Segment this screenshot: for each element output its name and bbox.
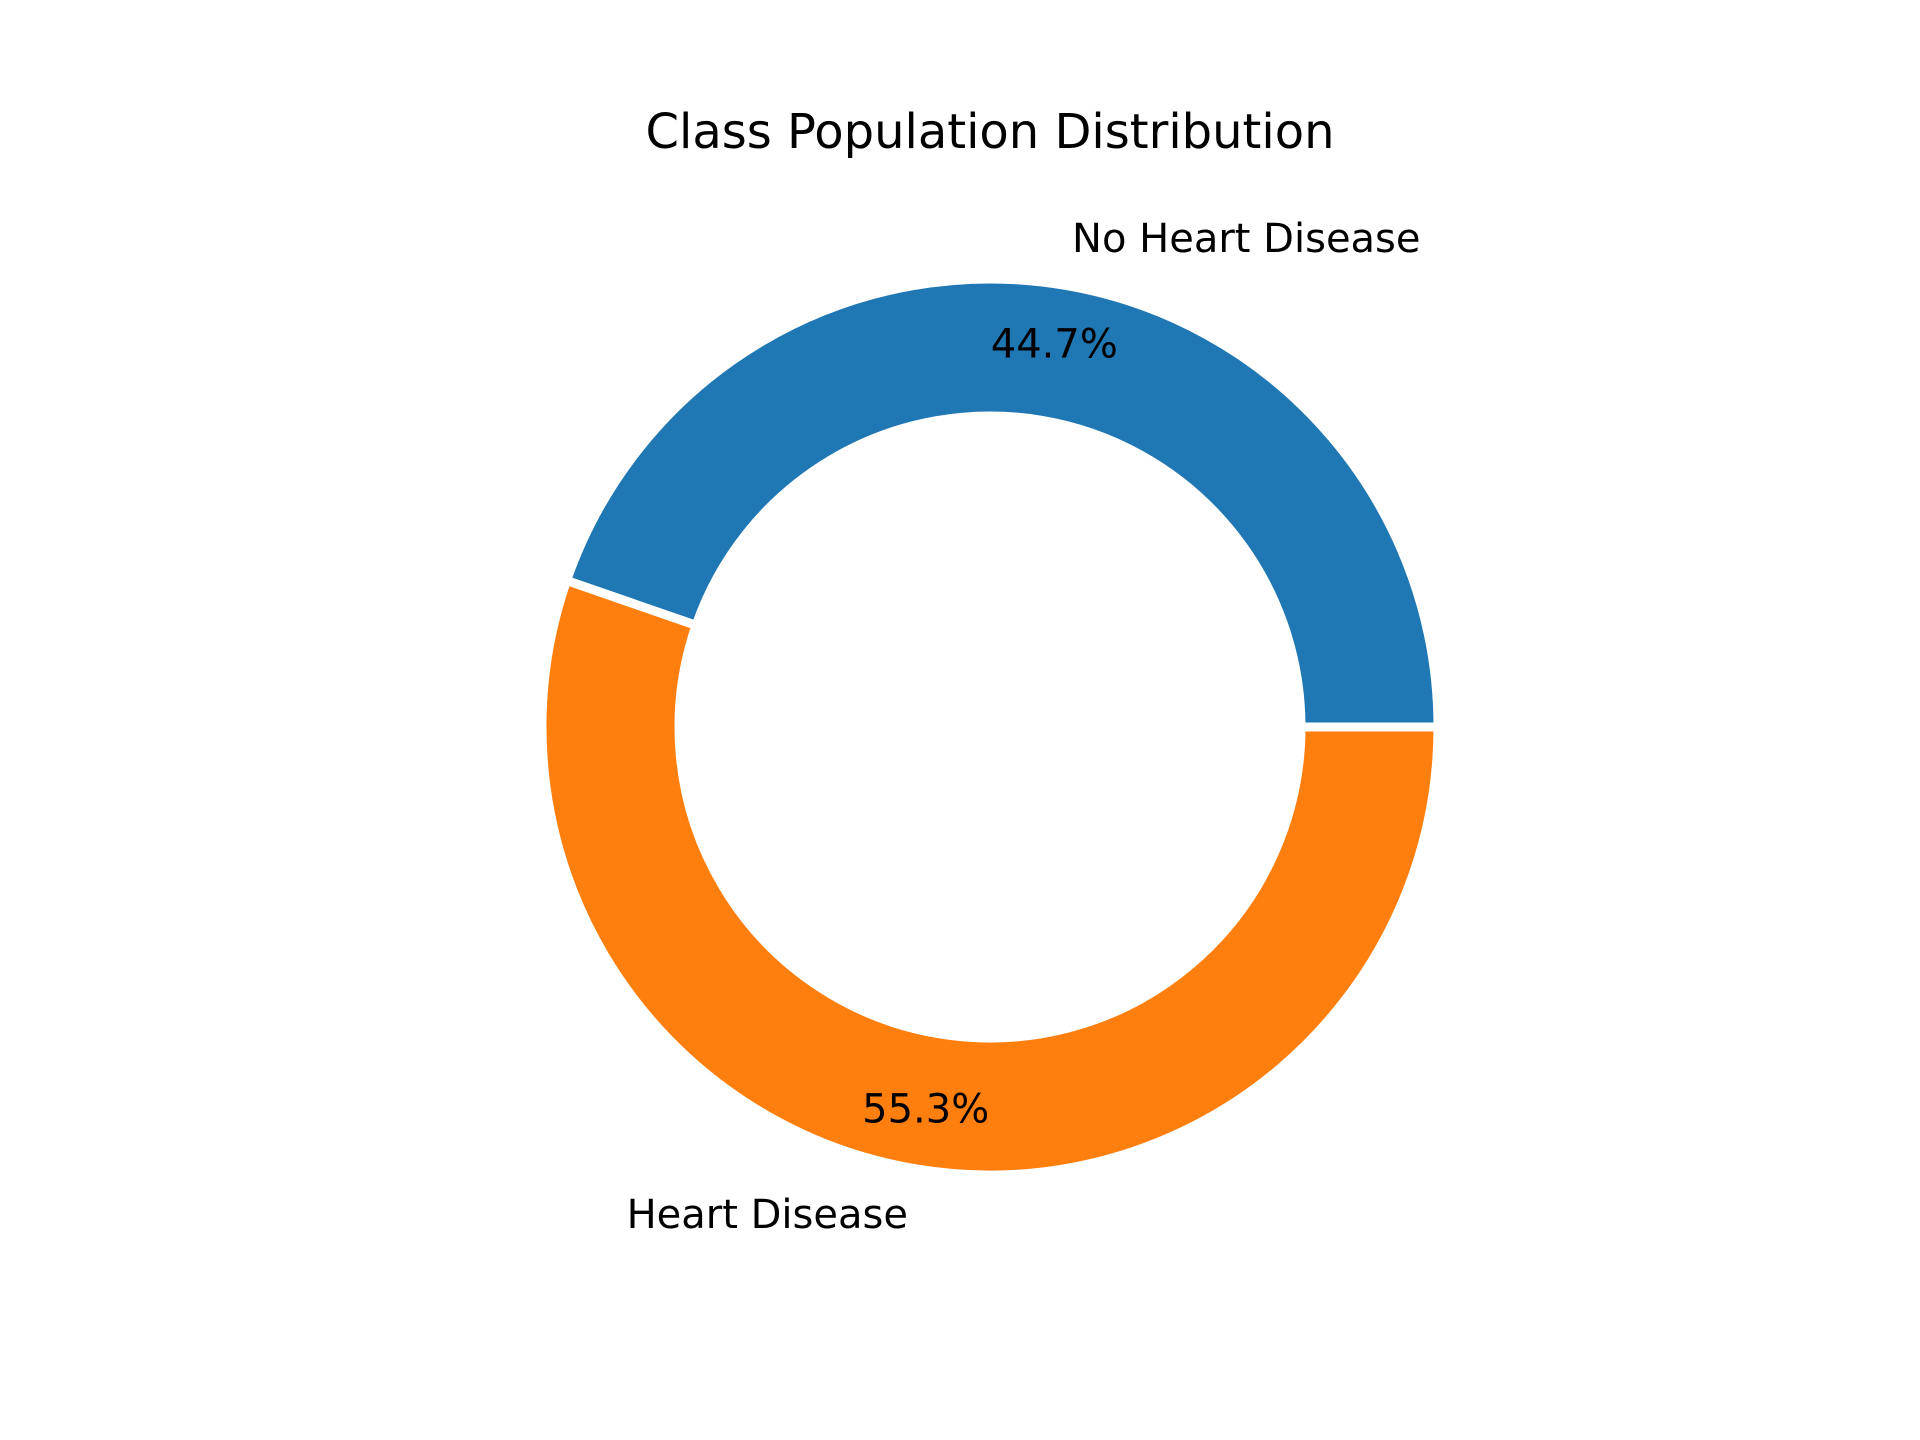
wedge-heart-disease (537, 574, 1443, 1180)
pct-label-0: 44.7% (991, 321, 1118, 367)
labels-group: 44.7% No Heart Disease 55.3% Heart Disease (627, 216, 1421, 1238)
slice-label-0: No Heart Disease (1072, 216, 1420, 262)
slice-label-1: Heart Disease (627, 1192, 908, 1238)
chart-title: Class Population Distribution (645, 104, 1334, 160)
pct-label-1: 55.3% (862, 1087, 989, 1133)
wedges-group (537, 274, 1443, 1180)
wedge-no-heart-disease (560, 274, 1443, 732)
